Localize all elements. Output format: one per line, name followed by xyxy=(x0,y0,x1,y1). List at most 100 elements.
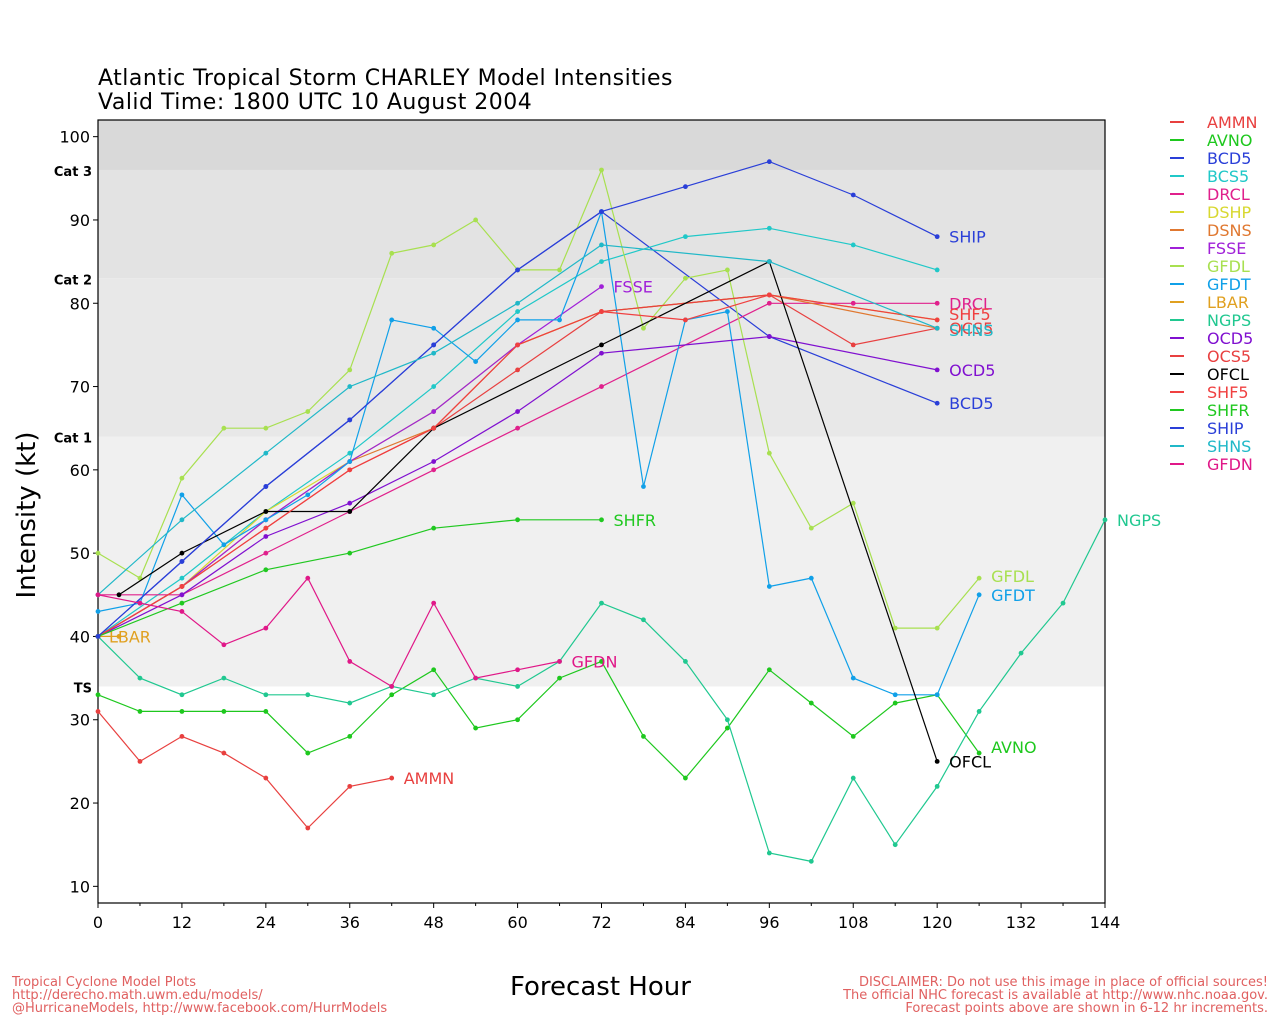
data-point xyxy=(263,550,269,556)
data-point xyxy=(934,325,940,331)
data-point xyxy=(137,675,143,681)
data-point xyxy=(389,684,395,689)
data-point xyxy=(473,675,479,681)
data-point xyxy=(179,559,185,564)
data-point xyxy=(683,275,688,281)
data-point xyxy=(137,600,143,606)
data-point xyxy=(473,359,479,364)
data-point xyxy=(263,450,269,456)
legend-item-fsse: FSSE xyxy=(1170,239,1258,258)
legend-label: OFCL xyxy=(1207,364,1249,384)
data-point xyxy=(431,525,437,531)
chart-subtitle: Valid Time: 1800 UTC 10 August 2004 xyxy=(98,90,533,115)
series-end-label: DRCL xyxy=(949,294,992,313)
data-point xyxy=(1018,650,1024,656)
category-label: Cat 1 xyxy=(54,432,92,447)
legend-label: SHFR xyxy=(1207,400,1250,420)
legend-item-lbar: LBAR xyxy=(1170,293,1258,312)
legend-label: GFDL xyxy=(1207,256,1250,276)
data-point xyxy=(95,609,101,614)
series-end-label: GFDT xyxy=(991,586,1035,605)
data-point xyxy=(850,342,856,348)
legend-swatch xyxy=(1170,355,1184,357)
data-point xyxy=(557,675,562,681)
data-point xyxy=(599,659,604,664)
x-tick-label: 96 xyxy=(759,913,779,932)
legend-swatch xyxy=(1170,211,1184,213)
data-point xyxy=(347,734,353,739)
data-point xyxy=(179,734,185,739)
data-point xyxy=(1102,517,1108,523)
series-end-label: OCS5 xyxy=(949,319,993,338)
data-point xyxy=(599,384,604,389)
legend-item-ocd5: OCD5 xyxy=(1170,329,1258,348)
data-point xyxy=(137,758,143,764)
data-point xyxy=(263,534,269,539)
data-point xyxy=(305,825,311,831)
series-line-gfdn xyxy=(97,577,560,688)
x-tick-label: 144 xyxy=(1090,913,1121,932)
data-point xyxy=(263,692,269,698)
data-point xyxy=(515,667,520,673)
x-tick-label: 24 xyxy=(256,913,276,932)
legend-item-gfdt: GFDT xyxy=(1170,275,1258,294)
data-point xyxy=(515,684,520,689)
data-point xyxy=(934,692,940,698)
data-point xyxy=(892,842,898,848)
data-point xyxy=(431,325,437,331)
data-point xyxy=(599,600,604,606)
data-point xyxy=(347,550,353,556)
data-point xyxy=(724,725,730,731)
data-point xyxy=(934,783,940,789)
footer-line: @HurricaneModels, http://www.facebook.co… xyxy=(12,1001,388,1016)
data-point xyxy=(515,309,520,314)
data-point xyxy=(766,225,772,231)
legend-item-ocs5: OCS5 xyxy=(1170,347,1258,366)
legend-swatch xyxy=(1170,391,1184,393)
data-point xyxy=(683,317,688,323)
data-point xyxy=(599,167,604,173)
footer-line: http://derecho.math.uwm.edu/models/ xyxy=(12,988,263,1003)
data-point xyxy=(389,775,395,781)
legend-swatch xyxy=(1170,463,1184,465)
data-point xyxy=(766,159,772,165)
series-line-avno xyxy=(97,660,980,779)
data-point xyxy=(221,709,227,714)
x-tick-label: 60 xyxy=(507,913,527,932)
legend-swatch xyxy=(1170,445,1184,447)
legend-swatch xyxy=(1170,409,1184,411)
series-line-gfdl xyxy=(97,168,980,629)
data-point xyxy=(683,234,688,240)
series-end-label: AVNO xyxy=(991,738,1036,757)
legend-label: GFDN xyxy=(1207,454,1253,474)
data-point xyxy=(431,342,437,348)
data-point xyxy=(557,267,562,273)
series-end-label: SHIP xyxy=(949,228,986,247)
data-point xyxy=(305,409,311,414)
data-point xyxy=(431,409,437,414)
footer-credits: Tropical Cyclone Model Plots http://dere… xyxy=(12,976,387,1015)
data-point xyxy=(515,367,520,373)
legend-swatch xyxy=(1170,283,1184,285)
data-point xyxy=(179,584,185,589)
series-line-ammn xyxy=(97,711,392,829)
data-point xyxy=(766,292,772,298)
data-point xyxy=(95,692,101,698)
data-point xyxy=(515,342,520,348)
legend-swatch xyxy=(1170,229,1184,231)
data-point xyxy=(347,367,353,373)
data-point xyxy=(431,667,437,673)
data-point xyxy=(808,858,814,864)
data-point xyxy=(599,284,604,289)
data-point xyxy=(599,517,604,523)
data-point xyxy=(473,725,479,731)
series-end-label: LBAR xyxy=(109,627,151,646)
data-point xyxy=(683,184,688,190)
data-point xyxy=(724,267,730,273)
data-point xyxy=(95,592,101,598)
data-point xyxy=(599,309,604,314)
data-point xyxy=(515,317,520,323)
data-point xyxy=(934,300,940,306)
data-point xyxy=(431,242,437,248)
legend-swatch xyxy=(1170,337,1184,339)
